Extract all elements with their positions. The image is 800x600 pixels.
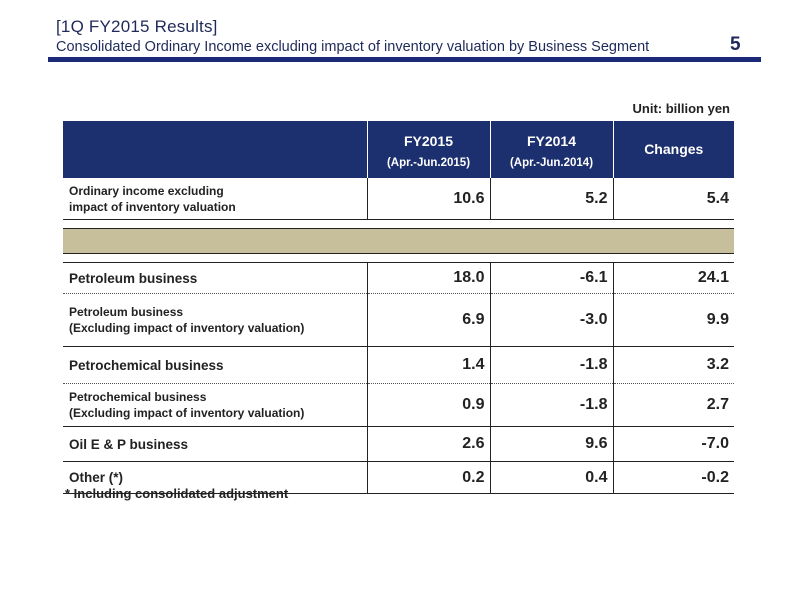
- cell-fy2015: 0.9: [366, 383, 490, 427]
- footnote: * Including consolidated adjustment: [65, 486, 289, 501]
- cell-fy2015: 1.4: [366, 346, 490, 384]
- table-row: Ordinary income excluding impact of inve…: [63, 178, 734, 220]
- row-label: Petroleum business (Excluding impact of …: [63, 293, 367, 347]
- header-fy2015-period: (Apr.-Jun.2015): [386, 156, 471, 169]
- table-row: Petrochemical business 1.4 -1.8 3.2: [63, 346, 734, 384]
- row-label-line1: Petroleum business: [69, 305, 184, 319]
- header-changes-label: Changes: [644, 140, 704, 157]
- page-number: 5: [730, 34, 741, 55]
- cell-fy2015: 2.6: [366, 426, 490, 462]
- row-label: Oil E & P business: [63, 426, 367, 462]
- row-label-line1: Petrochemical business: [69, 390, 207, 404]
- row-label-line2: (Excluding impact of inventory valuation…: [69, 321, 305, 335]
- results-table: FY2015 (Apr.-Jun.2015) FY2014 (Apr.-Jun.…: [63, 121, 734, 494]
- cell-changes: 5.4: [612, 178, 734, 220]
- page-subtitle: Consolidated Ordinary Income excluding i…: [56, 39, 650, 55]
- row-label: Other (*): [63, 461, 367, 494]
- header-fy2015: FY2015 (Apr.-Jun.2015): [367, 121, 491, 178]
- cell-changes: 2.7: [612, 383, 734, 427]
- cell-fy2014: -6.1: [489, 262, 613, 294]
- cell-fy2014: 0.4: [489, 461, 613, 494]
- band-cell: [63, 228, 734, 254]
- cell-fy2014: 5.2: [489, 178, 613, 220]
- table-band-row: [63, 228, 734, 254]
- row-label: Petroleum business: [63, 262, 367, 294]
- header-fy2015-year: FY2015: [403, 132, 454, 149]
- row-label: Petrochemical business (Excluding impact…: [63, 383, 367, 427]
- cell-fy2014: -1.8: [489, 346, 613, 384]
- table-row: Other (*) 0.2 0.4 -0.2: [63, 461, 734, 494]
- cell-changes: -0.2: [612, 461, 734, 494]
- header-fy2014-year: FY2014: [526, 132, 577, 149]
- cell-fy2014: -1.8: [489, 383, 613, 427]
- table-row: Petroleum business (Excluding impact of …: [63, 293, 734, 347]
- page-title: [1Q FY2015 Results]: [56, 17, 218, 36]
- cell-changes: -7.0: [612, 426, 734, 462]
- row-label-line2: impact of inventory valuation: [69, 199, 236, 214]
- row-label-line1: Ordinary income excluding: [69, 183, 224, 198]
- cell-changes: 9.9: [612, 293, 734, 347]
- header-fy2014: FY2014 (Apr.-Jun.2014): [490, 121, 614, 178]
- cell-fy2015: 6.9: [366, 293, 490, 347]
- table-row: Oil E & P business 2.6 9.6 -7.0: [63, 426, 734, 462]
- unit-label: Unit: billion yen: [632, 101, 731, 116]
- gap-cell: [63, 219, 734, 229]
- cell-fy2015: 18.0: [366, 262, 490, 294]
- cell-changes: 3.2: [612, 346, 734, 384]
- table-gap-row: [63, 253, 734, 263]
- cell-fy2015: 10.6: [366, 178, 490, 220]
- cell-changes: 24.1: [612, 262, 734, 294]
- header-rule: [48, 57, 761, 62]
- table-header-row: FY2015 (Apr.-Jun.2015) FY2014 (Apr.-Jun.…: [63, 121, 734, 178]
- header-changes: Changes: [613, 121, 734, 178]
- header-fy2014-period: (Apr.-Jun.2014): [509, 156, 594, 169]
- table-row: Petrochemical business (Excluding impact…: [63, 383, 734, 427]
- cell-fy2014: 9.6: [489, 426, 613, 462]
- row-label: Petrochemical business: [63, 346, 367, 384]
- header-blank-cell: [63, 121, 368, 178]
- table-gap-row: [63, 219, 734, 229]
- cell-fy2014: -3.0: [489, 293, 613, 347]
- row-label: Ordinary income excluding impact of inve…: [63, 178, 367, 220]
- gap-cell: [63, 253, 734, 263]
- table-row: Petroleum business 18.0 -6.1 24.1: [63, 262, 734, 294]
- row-label-line2: (Excluding impact of inventory valuation…: [69, 406, 305, 420]
- cell-fy2015: 0.2: [366, 461, 490, 494]
